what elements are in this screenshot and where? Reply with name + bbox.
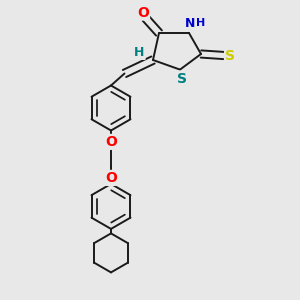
Text: O: O xyxy=(105,135,117,149)
Text: H: H xyxy=(134,46,145,59)
Text: S: S xyxy=(225,49,235,62)
Text: O: O xyxy=(137,6,149,20)
Text: N: N xyxy=(185,16,196,30)
Text: H: H xyxy=(196,18,205,28)
Text: O: O xyxy=(105,171,117,185)
Text: S: S xyxy=(176,72,187,86)
